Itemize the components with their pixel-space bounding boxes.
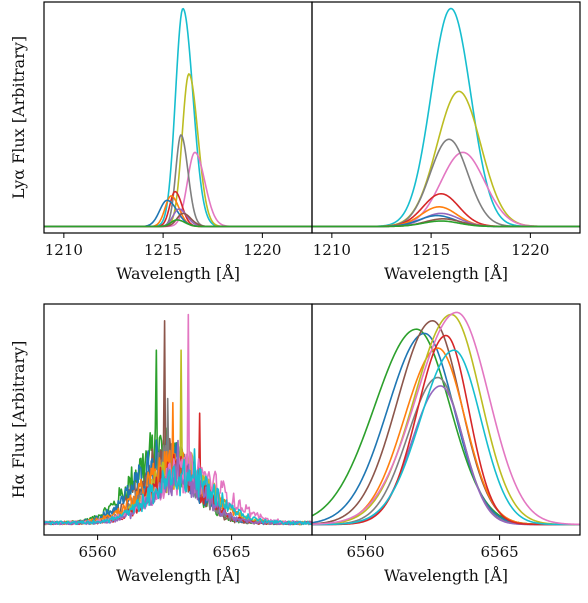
series-line-0 [312, 328, 580, 526]
y-axis-label: Hα Flux [Arbitrary] [9, 341, 28, 499]
series-line-9 [44, 219, 312, 228]
x-axis-label: Wavelength [Å] [116, 565, 240, 585]
x-axis-label: Wavelength [Å] [384, 263, 508, 283]
plot-area [44, 7, 312, 228]
series-line-1 [312, 332, 580, 526]
x-tick-label: 6560 [79, 543, 117, 561]
series-line-2 [312, 319, 580, 526]
series-line-9 [312, 311, 580, 526]
series-line-2 [312, 151, 580, 228]
x-tick-label: 1210 [45, 241, 83, 259]
series-line-1 [312, 90, 580, 228]
x-tick-label: 1220 [511, 241, 549, 259]
x-tick-label: 1215 [412, 241, 450, 259]
series-line-0 [44, 349, 312, 526]
series-line-8 [312, 218, 580, 228]
series-line-8 [312, 349, 580, 526]
axes-frame [43, 303, 313, 536]
axes-frame [311, 303, 581, 536]
series-line-5 [44, 349, 312, 526]
series-line-7 [44, 313, 312, 526]
plot-area [312, 7, 580, 228]
x-tick-label: 1210 [313, 241, 351, 259]
series-line-0 [312, 7, 580, 228]
series-line-1 [44, 319, 312, 526]
series-line-9 [44, 448, 312, 526]
plot-area [44, 313, 312, 526]
y-axis-label: Lyα Flux [Arbitrary] [9, 36, 28, 199]
plot-area [312, 311, 580, 526]
series-line-6 [312, 334, 580, 526]
x-tick-label: 6560 [347, 543, 385, 561]
x-tick-label: 1220 [243, 241, 281, 259]
series-line-6 [312, 212, 580, 228]
x-axis-label: Wavelength [Å] [116, 263, 240, 283]
x-tick-label: 1215 [144, 241, 182, 259]
axes-frame [311, 1, 581, 234]
panel-ha-observed: 6560 6565 Wavelength [Å] Hα Flux [Arbitrary… [9, 303, 313, 585]
series-line-5 [312, 385, 580, 526]
panel-ha-model: 6560 6565 Wavelength [Å] [311, 303, 581, 585]
x-tick-label: 6565 [213, 543, 251, 561]
x-tick-label: 6565 [481, 543, 519, 561]
series-line-7 [312, 313, 580, 526]
series-line-4 [312, 376, 580, 526]
x-axis-label: Wavelength [Å] [384, 565, 508, 585]
series-line-9 [312, 220, 580, 228]
axes-frame [43, 1, 313, 234]
